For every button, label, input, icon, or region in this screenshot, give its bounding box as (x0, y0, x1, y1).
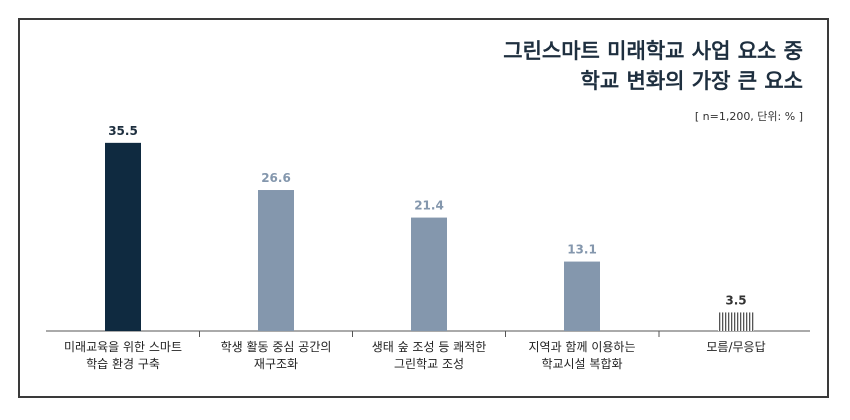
bar-2 (258, 190, 294, 331)
bar-chart: 그린스마트 미래학교 사업 요소 중 학교 변화의 가장 큰 요소 [ n=1,… (46, 39, 810, 371)
bar-5 (718, 312, 754, 331)
value-label-4: 13.1 (567, 243, 597, 257)
category-label-3-line-1: 생태 숲 조성 등 쾌적한 (372, 340, 487, 354)
bar-1 (105, 142, 141, 331)
value-label-1: 35.5 (108, 124, 138, 138)
value-label-3: 21.4 (414, 199, 444, 213)
category-label-4-line-2: 학교시설 복합화 (541, 357, 622, 371)
category-label-1-line-2: 학습 환경 구축 (86, 357, 160, 371)
category-label-4-line-1: 지역과 함께 이용하는 (529, 340, 636, 354)
category-label-3-line-2: 그린학교 조성 (394, 357, 464, 371)
value-label-5: 3.5 (725, 293, 746, 307)
chart-title-line-1: 그린스마트 미래학교 사업 요소 중 (503, 39, 803, 63)
sample-unit-note: [ n=1,200, 단위: % ] (695, 110, 803, 123)
category-label-2-line-2: 재구조화 (254, 357, 298, 371)
category-label-5-line-1: 모름/무응답 (706, 340, 765, 354)
bar-3 (411, 217, 447, 331)
value-label-2: 26.6 (261, 171, 291, 185)
bar-4 (564, 261, 600, 331)
chart-frame: 그린스마트 미래학교 사업 요소 중 학교 변화의 가장 큰 요소 [ n=1,… (18, 18, 829, 398)
category-label-1-line-1: 미래교육을 위한 스마트 (64, 340, 182, 354)
category-label-2-line-1: 학생 활동 중심 공간의 (221, 340, 332, 354)
chart-title-line-2: 학교 변화의 가장 큰 요소 (581, 69, 803, 93)
